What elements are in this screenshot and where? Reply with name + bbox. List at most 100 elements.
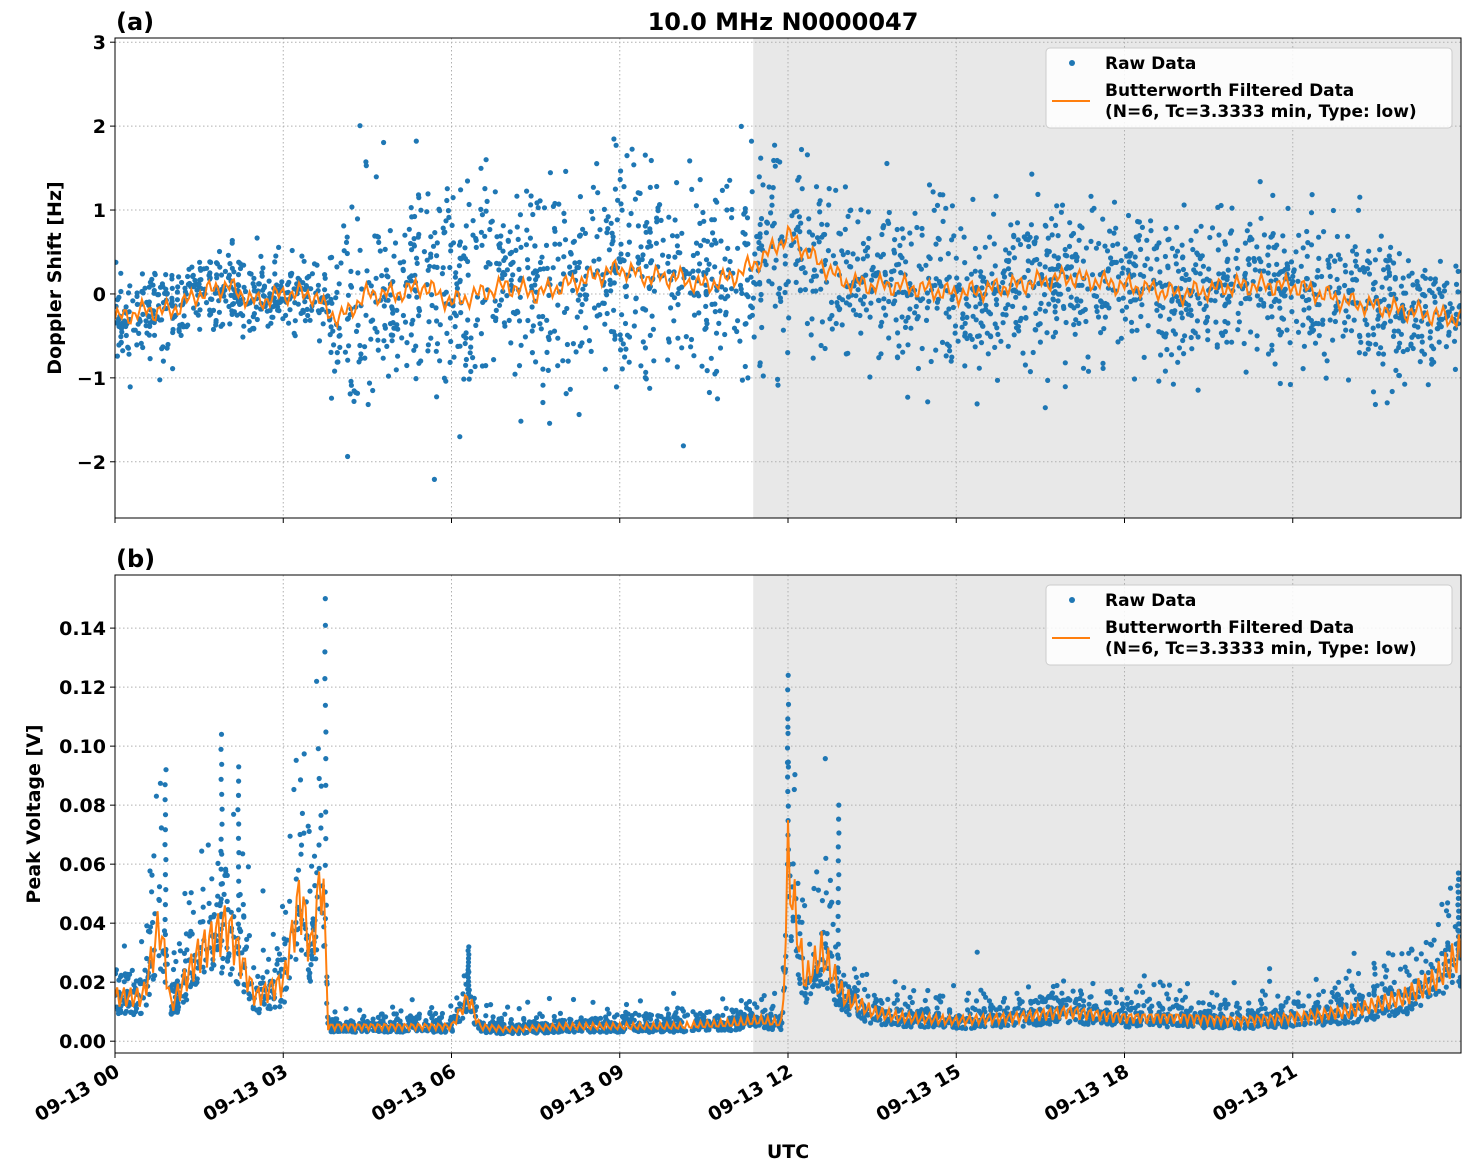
raw-data-point: [151, 287, 157, 294]
raw-data-point: [795, 177, 801, 183]
raw-data-point: [1365, 346, 1371, 352]
raw-data-point: [1148, 218, 1154, 224]
raw-data-point: [727, 258, 733, 265]
raw-data-point: [637, 998, 644, 1004]
raw-data-point: [1252, 267, 1258, 273]
raw-data-point: [207, 307, 213, 313]
raw-data-point: [714, 396, 721, 402]
raw-data-point: [188, 981, 195, 987]
raw-data-point: [1132, 262, 1138, 268]
raw-data-point: [251, 275, 257, 281]
raw-data-point: [1169, 309, 1175, 315]
raw-data-point: [876, 355, 882, 361]
raw-data-point: [334, 350, 340, 356]
raw-data-point: [651, 358, 657, 364]
raw-data-point: [283, 312, 289, 318]
raw-data-point: [905, 394, 911, 400]
raw-data-point: [1384, 400, 1390, 406]
raw-data-point: [334, 289, 340, 295]
raw-data-point: [1428, 942, 1435, 948]
raw-data-point: [245, 864, 251, 870]
raw-data-point: [307, 888, 313, 894]
raw-data-point: [1157, 313, 1163, 319]
raw-data-point: [1100, 216, 1106, 222]
raw-data-point: [314, 678, 320, 684]
raw-data-point: [1340, 333, 1346, 339]
raw-data-point: [237, 265, 244, 272]
raw-data-point: [799, 897, 806, 903]
raw-data-point: [1386, 270, 1392, 276]
raw-data-point: [1197, 300, 1203, 307]
raw-data-point: [316, 338, 323, 344]
raw-data-point: [1388, 244, 1394, 250]
raw-data-point: [255, 973, 261, 980]
raw-data-point: [518, 244, 524, 250]
raw-data-point: [1176, 1004, 1182, 1010]
raw-data-point: [192, 277, 198, 283]
raw-data-point: [508, 1017, 514, 1023]
raw-data-point: [597, 227, 603, 233]
raw-data-point: [504, 293, 510, 299]
raw-data-point: [1288, 294, 1294, 300]
raw-data-point: [859, 972, 865, 978]
raw-data-point: [898, 270, 904, 276]
raw-data-point: [327, 255, 333, 261]
raw-data-point: [992, 344, 998, 350]
raw-data-point: [343, 239, 350, 245]
raw-data-point: [724, 183, 730, 189]
raw-data-point: [1190, 246, 1196, 253]
raw-data-point: [802, 287, 809, 293]
raw-data-point: [604, 230, 610, 236]
raw-data-point: [1013, 294, 1019, 300]
raw-data-point: [777, 285, 783, 291]
raw-data-point: [588, 348, 594, 354]
raw-data-point: [382, 322, 388, 329]
raw-data-point: [1062, 360, 1068, 366]
raw-data-point: [1100, 360, 1106, 366]
raw-data-point: [1366, 248, 1372, 254]
raw-data-point: [118, 325, 125, 332]
raw-data-point: [1342, 262, 1348, 268]
raw-data-point: [447, 315, 453, 321]
raw-data-point: [266, 278, 272, 284]
raw-data-point: [1183, 307, 1189, 313]
raw-data-point: [512, 371, 518, 377]
raw-data-point: [273, 253, 279, 259]
raw-data-point: [1442, 947, 1449, 953]
raw-data-point: [210, 961, 216, 967]
raw-data-point: [1085, 354, 1091, 360]
raw-data-point: [1042, 264, 1048, 270]
raw-data-point: [473, 322, 479, 328]
raw-data-point: [229, 265, 235, 271]
raw-data-point: [115, 297, 121, 303]
raw-data-point: [1275, 993, 1281, 999]
raw-data-point: [619, 257, 626, 263]
raw-data-point: [735, 318, 741, 324]
raw-data-point: [902, 1023, 908, 1029]
raw-data-point: [544, 265, 550, 271]
raw-data-point: [919, 345, 925, 352]
raw-data-point: [969, 336, 975, 342]
raw-data-point: [291, 330, 297, 336]
raw-data-point: [1045, 377, 1051, 383]
raw-data-point: [538, 326, 544, 332]
raw-data-point: [555, 363, 561, 369]
raw-data-point: [1062, 252, 1068, 258]
raw-data-point: [1148, 1009, 1154, 1015]
raw-data-point: [822, 345, 828, 352]
raw-data-point: [1109, 1022, 1115, 1028]
raw-data-point: [1388, 291, 1394, 298]
raw-data-point: [1013, 319, 1019, 326]
raw-data-point: [780, 327, 787, 333]
raw-data-point: [1268, 303, 1274, 309]
raw-data-point: [1021, 274, 1027, 280]
raw-data-point: [1313, 976, 1319, 983]
raw-data-point: [293, 956, 299, 962]
raw-data-point: [926, 182, 933, 188]
raw-data-point: [1335, 252, 1342, 258]
raw-data-point: [1453, 263, 1459, 269]
raw-data-point: [612, 186, 619, 192]
raw-data-point: [991, 241, 997, 247]
raw-data-point: [1316, 234, 1322, 240]
raw-data-point: [283, 986, 289, 992]
